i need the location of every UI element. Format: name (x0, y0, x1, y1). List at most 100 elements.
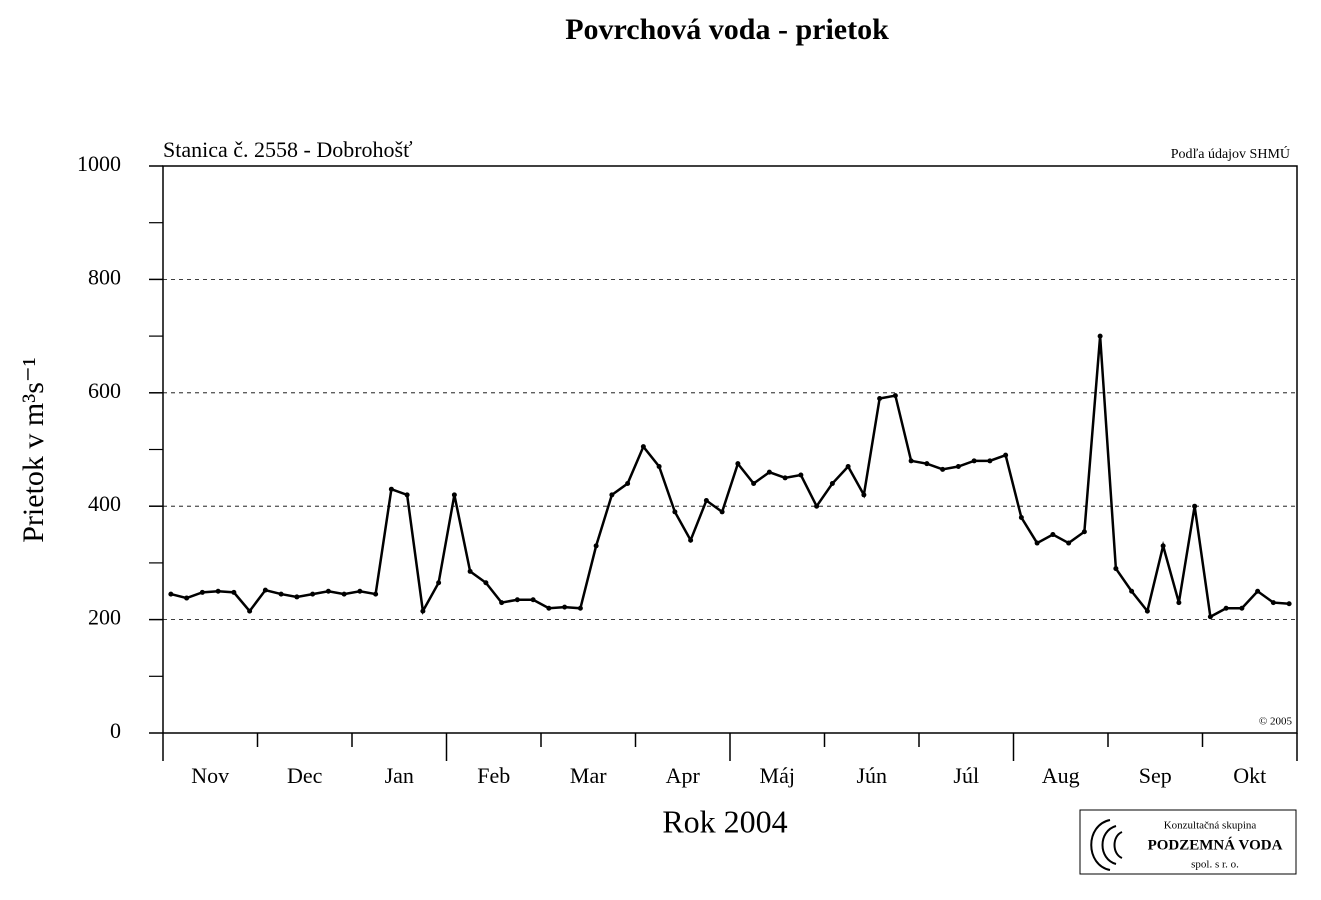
data-point (908, 458, 914, 464)
data-point (278, 591, 284, 597)
data-point (656, 464, 662, 470)
data-point (987, 458, 993, 464)
x-tick-label: Máj (760, 763, 795, 788)
data-point (562, 604, 568, 610)
data-point (577, 605, 583, 611)
x-tick-label: Feb (477, 763, 510, 788)
data-point (199, 589, 205, 595)
data-point (247, 608, 253, 614)
data-point (404, 492, 410, 498)
data-point (798, 472, 804, 478)
data-point (688, 537, 694, 543)
data-point (782, 475, 788, 481)
y-axis-label: Prietok v m³s⁻¹ (17, 357, 50, 543)
data-point (530, 597, 536, 603)
data-point (861, 492, 867, 498)
subtitle: Stanica č. 2558 - Dobrohošť (163, 137, 413, 162)
data-point (373, 591, 379, 597)
data-line (170, 335, 1290, 619)
data-point (1066, 540, 1072, 546)
logo-line: Konzultačná skupina (1164, 820, 1257, 832)
x-tick-label: Jan (385, 763, 414, 788)
data-point (1129, 588, 1135, 594)
x-tick-label: Mar (570, 763, 607, 788)
data-point (310, 591, 316, 597)
data-point (546, 605, 552, 611)
logo-line: PODZEMNÁ VODA (1148, 836, 1283, 853)
data-point (1144, 608, 1150, 614)
data-point (436, 580, 442, 586)
logo-icon (1090, 819, 1123, 871)
x-tick-label: Aug (1042, 763, 1080, 788)
data-point (719, 509, 725, 515)
y-tick-label: 0 (110, 718, 121, 743)
data-point (829, 481, 835, 487)
data-point (514, 597, 520, 603)
data-point (1003, 452, 1009, 458)
data-point (735, 461, 741, 467)
x-tick-label: Nov (191, 763, 229, 788)
data-point (325, 588, 331, 594)
source: Podľa údajov SHMÚ (1171, 145, 1290, 162)
plot-frame (162, 165, 1298, 734)
x-tick-label: Dec (287, 763, 323, 788)
copyright: © 2005 (1259, 716, 1293, 728)
data-point (1081, 529, 1087, 535)
data-point (703, 498, 709, 504)
data-point (388, 486, 394, 492)
data-point (499, 600, 505, 606)
data-point (1223, 605, 1229, 611)
data-point (1050, 532, 1056, 538)
data-point (451, 492, 457, 498)
x-axis-label: Rok 2004 (662, 803, 787, 839)
y-tick-label: 400 (88, 491, 121, 516)
data-point (1034, 540, 1040, 546)
data-point (1097, 333, 1103, 339)
data-point (1160, 543, 1166, 549)
data-point (357, 588, 363, 594)
y-tick-label: 1000 (77, 151, 121, 176)
data-point (1239, 605, 1245, 611)
data-point (955, 464, 961, 470)
data-point (625, 481, 631, 487)
x-tick-label: Apr (666, 763, 701, 788)
y-tick-label: 200 (88, 605, 121, 630)
data-point (467, 568, 473, 574)
data-point (751, 481, 757, 487)
y-tick-label: 600 (88, 378, 121, 403)
data-point (766, 469, 772, 475)
data-point (184, 595, 190, 601)
data-point (845, 464, 851, 470)
data-point (593, 543, 599, 549)
data-point (1113, 566, 1119, 572)
x-tick-label: Jún (856, 763, 887, 788)
x-tick-label: Júl (953, 763, 979, 788)
y-tick-label: 800 (88, 264, 121, 289)
data-point (231, 589, 237, 595)
x-tick-label: Okt (1233, 763, 1266, 788)
data-point (262, 587, 268, 593)
data-point (1255, 588, 1261, 594)
data-point (892, 393, 898, 399)
data-point (341, 591, 347, 597)
x-tick-label: Sep (1139, 763, 1172, 788)
data-point (1270, 600, 1276, 606)
data-point (640, 444, 646, 450)
chart-title: Povrchová voda - prietok (565, 13, 889, 46)
logo-box (1079, 809, 1297, 875)
data-point (1176, 600, 1182, 606)
data-point (1207, 614, 1213, 620)
data-point (814, 503, 820, 509)
data-point (971, 458, 977, 464)
data-point (1286, 601, 1292, 607)
data-point (420, 608, 426, 614)
data-point (483, 580, 489, 586)
data-point (294, 594, 300, 600)
data-point (877, 395, 883, 401)
data-point (168, 591, 174, 597)
logo-line: spol. s r. o. (1191, 859, 1239, 871)
data-point (1192, 503, 1198, 509)
data-point (215, 588, 221, 594)
data-point (1018, 515, 1024, 521)
